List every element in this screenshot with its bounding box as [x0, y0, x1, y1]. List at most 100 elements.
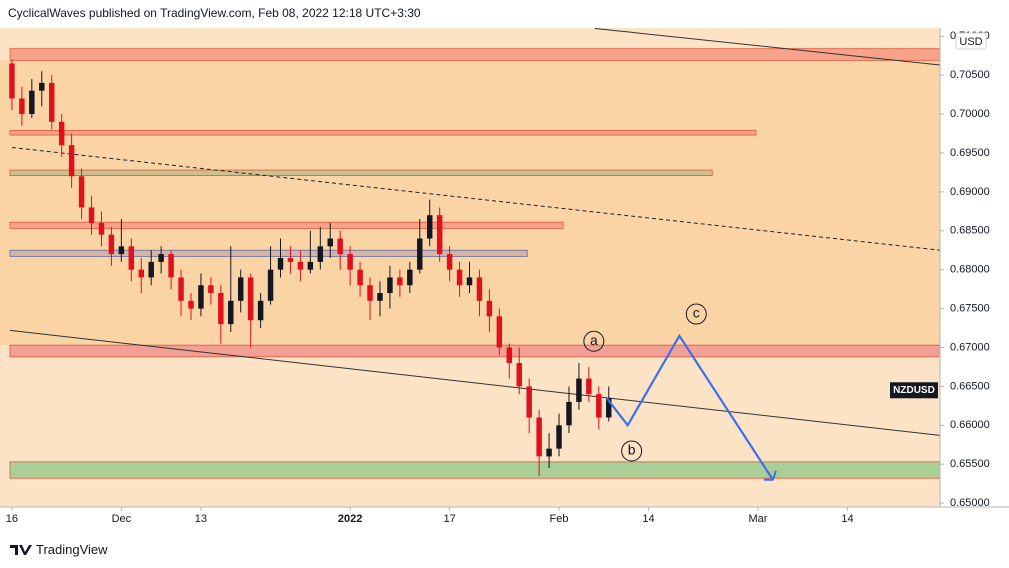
axis-unit: USD [959, 36, 982, 48]
x-tick-label: 14 [841, 513, 853, 525]
candle-body [486, 300, 493, 317]
y-tick-label: 0.69500 [950, 147, 990, 159]
zone [9, 461, 940, 479]
candle-body [397, 277, 403, 286]
projection-arrowhead [763, 470, 777, 481]
candle-body [566, 401, 572, 426]
wave-label: a [590, 332, 598, 348]
x-tick-label: 16 [6, 513, 18, 525]
y-tick-label: 0.66000 [950, 419, 990, 431]
axes: 0.65000 0.65500 0.66000 0.66500 0.67000 0.675… [0, 28, 1009, 525]
y-tick-label: 0.70500 [950, 69, 990, 81]
candle-body [128, 246, 135, 270]
y-tick-label: 0.68000 [950, 264, 990, 276]
x-tick-label: 17 [443, 513, 455, 525]
candle-body [88, 207, 95, 223]
candle-body [476, 277, 483, 301]
candle-body [347, 254, 353, 270]
wave-label-circle [685, 303, 707, 325]
candle-body [138, 269, 144, 278]
candle-body [68, 145, 75, 177]
candle-body [108, 234, 115, 255]
zone [9, 129, 757, 136]
candle-body [536, 417, 542, 457]
candle-body [446, 254, 453, 270]
wave-label-circle [621, 440, 643, 462]
zone [9, 221, 564, 229]
projection-path [605, 333, 774, 481]
x-tick-label: Feb [550, 513, 569, 525]
candle-body [496, 316, 503, 348]
candle-body [516, 363, 522, 387]
candle-body [436, 215, 443, 255]
zone [9, 344, 940, 358]
candle-body [237, 277, 244, 301]
footer: TradingView [10, 542, 108, 557]
candle-body [297, 261, 304, 270]
candle-body [506, 347, 513, 364]
candle-body [387, 277, 393, 294]
candle-body [148, 261, 154, 278]
y-tick-label: 0.65000 [950, 497, 990, 509]
trendline [9, 329, 940, 436]
zone [9, 48, 940, 61]
candle-body [247, 277, 254, 321]
candle-body [287, 257, 294, 262]
candle-body [576, 378, 582, 402]
candle-body [277, 257, 284, 270]
plot-area: a b c [0, 28, 940, 507]
header: CyclicalWaves published on TradingView.c… [8, 6, 421, 20]
y-tick-label: 0.67000 [950, 341, 990, 353]
y-tick-label: 0.66500 [950, 380, 990, 392]
candle-body [586, 378, 592, 395]
x-tick-label: Mar [748, 513, 767, 525]
candle-body [526, 386, 532, 418]
wave-label: b [628, 442, 636, 458]
y-tick-label: 0.67500 [950, 302, 990, 314]
candle-body [267, 269, 274, 301]
y-tick-label: 0.69000 [950, 186, 990, 198]
candle-body [29, 90, 35, 115]
candle-body [168, 254, 174, 278]
candle-body [606, 398, 612, 418]
candle-body [158, 254, 164, 262]
candle-body [178, 277, 184, 301]
candle-body [367, 285, 373, 301]
y-tick-label: 0.70000 [950, 108, 990, 120]
candle-body [337, 238, 343, 255]
candle-body [377, 293, 383, 301]
x-tick-label: Dec [112, 513, 132, 525]
x-tick-label: 13 [195, 513, 207, 525]
candle-body [98, 222, 105, 235]
candle-body [307, 261, 314, 270]
candle-body [9, 63, 15, 99]
price-tag-label: NZDUSD [893, 385, 935, 396]
logo [10, 544, 32, 555]
candle-body [118, 246, 125, 255]
y-tick-label: 0.65500 [950, 458, 990, 470]
x-tick-label: 2022 [338, 513, 362, 525]
zone [9, 249, 528, 257]
x-tick-label: 14 [642, 513, 654, 525]
candle-body [48, 82, 55, 122]
candle-body [228, 300, 234, 325]
candle-body [257, 300, 264, 321]
candle-body [546, 448, 552, 457]
price-tag-box [890, 382, 938, 399]
wave-label-circle [583, 330, 605, 352]
candle-body [327, 238, 333, 247]
band-background [0, 60, 940, 346]
chart: abc 0.650000.655000.660000.665000.670000… [0, 28, 1009, 525]
candle-body [218, 293, 224, 325]
candle-body [317, 246, 324, 262]
wave-label: c [693, 305, 700, 321]
candle-body [198, 285, 204, 309]
zone [9, 169, 713, 176]
candle-body [19, 98, 25, 115]
candle-body [407, 269, 413, 286]
candle-body [188, 300, 194, 309]
candle-body [417, 238, 423, 270]
candle-body [357, 269, 363, 286]
candle-body [556, 425, 562, 449]
